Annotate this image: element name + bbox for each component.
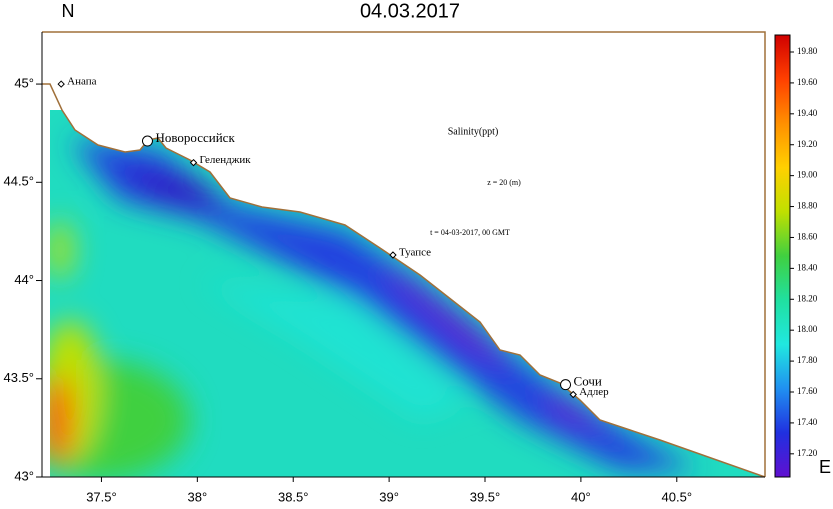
city-marker	[569, 390, 577, 399]
colorbar-tick-label: 19.60	[797, 77, 818, 87]
x-tick-label: 39.5°	[470, 489, 501, 504]
colorbar	[774, 34, 791, 478]
colorbar-tick-label: 17.60	[797, 386, 818, 396]
x-tick-label: 38.5°	[278, 489, 309, 504]
annotation: t = 04-03-2017, 00 GMT	[430, 228, 510, 237]
salinity-field	[50, 110, 765, 477]
y-tick-label: 45°	[14, 76, 34, 91]
city-label: Туапсе	[399, 247, 431, 259]
city-label: Анапа	[67, 76, 96, 88]
colorbar-tick-label: 19.00	[797, 170, 818, 180]
x-tick-label: 40°	[571, 489, 591, 504]
colorbar-tick-label: 18.80	[797, 201, 818, 211]
x-tick-label: 39°	[379, 489, 399, 504]
colorbar-tick-label: 18.60	[797, 232, 818, 242]
annotation: z = 20 (m)	[487, 178, 521, 187]
city-marker	[560, 379, 572, 391]
city-marker	[141, 135, 153, 147]
colorbar-tick-label: 19.80	[797, 46, 818, 56]
y-tick-label: 44°	[14, 272, 34, 287]
colorbar-tick-label: 19.20	[797, 139, 818, 149]
x-tick-label: 38°	[188, 489, 208, 504]
colorbar-tick-label: 18.00	[797, 324, 818, 334]
y-tick-label: 43°	[14, 468, 34, 483]
y-tick-label: 43.5°	[3, 370, 34, 385]
colorbar-tick-label: 17.20	[797, 448, 818, 458]
city-marker	[57, 80, 65, 88]
x-axis-label: E	[819, 457, 831, 477]
coastline	[42, 83, 766, 478]
x-tick-label: 40.5°	[662, 489, 693, 504]
colorbar-tick-label: 18.20	[797, 293, 818, 303]
colorbar-tick-label: 19.40	[797, 108, 818, 118]
y-tick-label: 44.5°	[3, 174, 34, 189]
title: 04.03.2017	[360, 0, 460, 22]
colorbar-tick-label: 17.80	[797, 355, 818, 365]
annotation: Salinity(ppt)	[448, 126, 499, 137]
city-label: Геленджик	[200, 154, 252, 166]
city-marker	[189, 158, 198, 167]
frame	[42, 31, 766, 477]
city-label: Сочи	[574, 374, 602, 389]
y-axis-label: N	[62, 1, 75, 21]
colorbar-tick-label: 18.40	[797, 262, 818, 272]
city-label: Новороссийск	[155, 130, 235, 145]
city-label: Адлер	[579, 386, 609, 398]
colorbar-tick-label: 17.40	[797, 417, 818, 427]
city-marker	[389, 251, 397, 259]
x-tick-label: 37.5°	[86, 489, 117, 504]
